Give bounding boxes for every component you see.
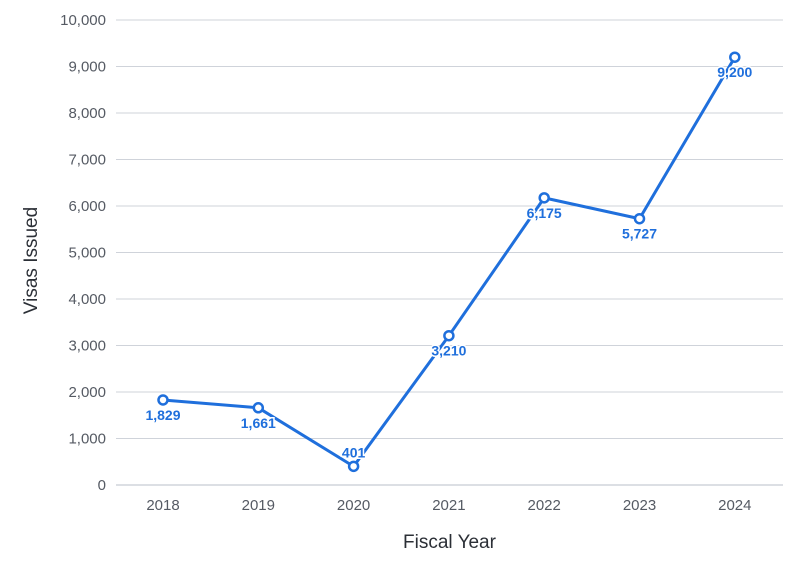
y-tick-label: 10,000 <box>60 12 106 29</box>
data-point <box>443 329 455 342</box>
y-tick-label: 0 <box>98 477 106 494</box>
x-tick-labels: 2018 2019 2020 2021 2022 2023 2024 <box>146 497 751 514</box>
data-point <box>729 51 741 63</box>
y-tick-label: 9,000 <box>68 59 106 76</box>
y-tick-label: 8,000 <box>68 105 106 122</box>
data-points <box>157 51 741 473</box>
data-point <box>633 212 646 225</box>
y-tick-label: 5,000 <box>68 245 106 262</box>
data-label: 3,210 <box>431 343 466 359</box>
x-tick-label: 2024 <box>718 497 751 514</box>
y-tick-label: 7,000 <box>68 152 106 169</box>
y-tick-label: 4,000 <box>68 291 106 308</box>
data-label: 5,727 <box>622 226 657 242</box>
data-label: 9,200 <box>717 64 752 80</box>
x-tick-label: 2021 <box>432 497 465 514</box>
y-tick-labels: 0 1,000 2,000 3,000 4,000 5,000 6,000 7,000 8,00… <box>60 12 106 494</box>
data-point <box>157 394 169 406</box>
x-tick-label: 2020 <box>337 497 370 514</box>
y-tick-label: 3,000 <box>68 338 106 355</box>
x-tick-label: 2022 <box>528 497 561 514</box>
data-label: 1,829 <box>145 407 180 423</box>
x-tick-label: 2023 <box>623 497 656 514</box>
data-label: 6,175 <box>527 205 562 221</box>
x-axis-title: Fiscal Year <box>403 532 497 553</box>
data-point <box>538 192 550 204</box>
x-tick-label: 2018 <box>146 497 179 514</box>
data-point <box>252 402 265 414</box>
y-tick-label: 2,000 <box>68 384 106 401</box>
y-gridlines <box>116 19 783 486</box>
y-tick-label: 6,000 <box>68 198 106 215</box>
data-point <box>347 460 360 473</box>
data-labels: 1,829 1,661 401 3,210 6,175 5,727 9,200 <box>144 63 754 462</box>
data-label: 1,661 <box>241 415 276 431</box>
series-line <box>161 55 737 468</box>
y-axis-title: Visas Issued <box>21 207 42 314</box>
y-tick-label: 1,000 <box>68 431 106 448</box>
data-label: 401 <box>342 444 366 460</box>
x-tick-label: 2019 <box>242 497 275 514</box>
